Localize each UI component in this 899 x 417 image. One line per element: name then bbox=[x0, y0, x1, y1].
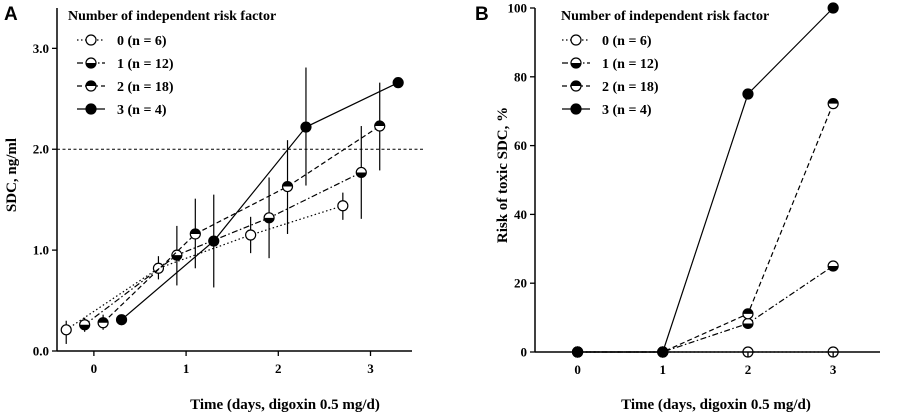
panel-b-x-tick-label: 2 bbox=[745, 362, 752, 377]
panel-a-x-tick-label: 3 bbox=[367, 361, 374, 376]
panel-a-legend-label: 3 (n = 4) bbox=[117, 103, 167, 118]
panel-a-series-1 bbox=[79, 126, 367, 332]
panel-a-y-tick-label: 3.0 bbox=[33, 41, 49, 56]
panel-b-series-1 bbox=[571, 260, 839, 358]
panel-a-legend-marker bbox=[85, 80, 97, 92]
panel-b-y-tick-label: 0 bbox=[521, 345, 528, 360]
panel-b-data-point bbox=[742, 317, 754, 330]
panel-b-legend-marker bbox=[570, 103, 582, 115]
panel-a-x-tick-label: 2 bbox=[275, 361, 282, 376]
panel-b-legend: Number of independent risk factor 0 (n =… bbox=[561, 9, 769, 118]
panel-a-data-point bbox=[374, 120, 386, 132]
panel-b-legend-marker bbox=[570, 80, 582, 92]
panel-b-series-line bbox=[577, 103, 834, 353]
panel-a-y-axis-title: SDC, ng/ml bbox=[4, 138, 20, 212]
panel-b-series-2 bbox=[571, 98, 839, 358]
panel-a-y-tick-label: 2.0 bbox=[33, 142, 49, 157]
panel-a-data-point bbox=[281, 180, 294, 193]
panel-a-data-point bbox=[97, 317, 109, 329]
panel-b-y-tick-label: 40 bbox=[514, 207, 527, 222]
panel-a-x-tick-label: 0 bbox=[91, 361, 98, 376]
panel-b-series-line bbox=[577, 265, 834, 353]
panel-a-legend-marker bbox=[85, 57, 97, 69]
panel-a-legend-label: 2 (n = 18) bbox=[117, 80, 174, 95]
panel-b-data-point bbox=[742, 88, 754, 100]
panel-b-legend-label: 1 (n = 12) bbox=[602, 57, 659, 72]
panel-a-data-point bbox=[300, 121, 312, 133]
panel-a-y-tick-label: 0.0 bbox=[33, 344, 49, 359]
panel-b-y-tick-label: 100 bbox=[508, 1, 528, 16]
panel-b-legend-label: 3 (n = 4) bbox=[602, 103, 652, 118]
panel-b-y-axis-title: Risk of toxic SDC, % bbox=[495, 107, 511, 243]
panel-a-data-point bbox=[245, 229, 257, 241]
panel-b-x-tick-label: 1 bbox=[660, 362, 667, 377]
panel-a-data-point bbox=[189, 228, 201, 240]
panel-b-data-point bbox=[827, 260, 839, 272]
panel-a-x-axis-title: Time (days, digoxin 0.5 mg/d) bbox=[190, 397, 380, 413]
panel-a-series-3 bbox=[115, 67, 404, 326]
panel-b-legend-marker bbox=[570, 57, 582, 69]
panel-b-x-axis-title: Time (days, digoxin 0.5 mg/d) bbox=[621, 397, 811, 413]
panel-a-series-line bbox=[121, 82, 399, 321]
panel-b-legend-label: 0 (n = 6) bbox=[602, 34, 652, 49]
panel-b-data-point bbox=[827, 98, 839, 110]
panel-a-data-point bbox=[263, 212, 275, 224]
panel-b-legend-label: 2 (n = 18) bbox=[602, 80, 659, 95]
panel-a-letter: A bbox=[4, 4, 18, 25]
panel-a-series-0 bbox=[60, 192, 349, 344]
panel-b-data-point bbox=[742, 308, 754, 320]
panel-a-x-tick-label: 1 bbox=[183, 361, 190, 376]
panel-a-legend-title: Number of independent risk factor bbox=[68, 9, 276, 24]
panel-a: A 0.0 1.0 2.0 3.0 0 1 2 3 Time (days, digoxin 0… bbox=[4, 4, 424, 413]
panel-a-legend-label: 0 (n = 6) bbox=[117, 34, 167, 49]
panel-a-legend-marker bbox=[85, 34, 97, 46]
panel-b-x-tick-label: 3 bbox=[830, 362, 837, 377]
panel-a-data-point bbox=[60, 324, 72, 336]
panel-a-data-point bbox=[392, 77, 404, 89]
panel-b-letter: B bbox=[475, 4, 489, 25]
panel-a-data-point bbox=[79, 319, 91, 331]
panel-a-data-point bbox=[115, 314, 128, 326]
panel-a-data-point bbox=[355, 166, 367, 179]
panel-a-series-line bbox=[65, 205, 344, 331]
panel-b-y-tick-label: 20 bbox=[514, 276, 527, 291]
panel-b-legend-title: Number of independent risk factor bbox=[561, 9, 769, 24]
panel-b: B 0 20 40 60 80 100 0 1 2 3 Time (days, digoxin 0… bbox=[475, 1, 880, 413]
panel-b-legend-marker bbox=[570, 34, 582, 46]
panel-b-y-tick-label: 80 bbox=[514, 69, 527, 84]
panel-a-legend-label: 1 (n = 12) bbox=[117, 57, 174, 72]
panel-a-series-line bbox=[102, 125, 381, 324]
panel-a-y-tick-label: 1.0 bbox=[33, 243, 49, 258]
panel-a-data-point bbox=[337, 200, 349, 212]
panel-b-y-tick-label: 60 bbox=[514, 138, 527, 153]
panel-b-x-tick-label: 0 bbox=[574, 362, 581, 377]
panel-a-data-point bbox=[208, 235, 220, 247]
panel-a-legend-marker bbox=[85, 103, 97, 115]
panel-b-data-point bbox=[827, 2, 839, 14]
panel-a-data-point bbox=[171, 249, 183, 261]
panel-a-series-line bbox=[84, 171, 362, 326]
panel-a-legend: Number of independent risk factor 0 (n =… bbox=[68, 9, 276, 118]
